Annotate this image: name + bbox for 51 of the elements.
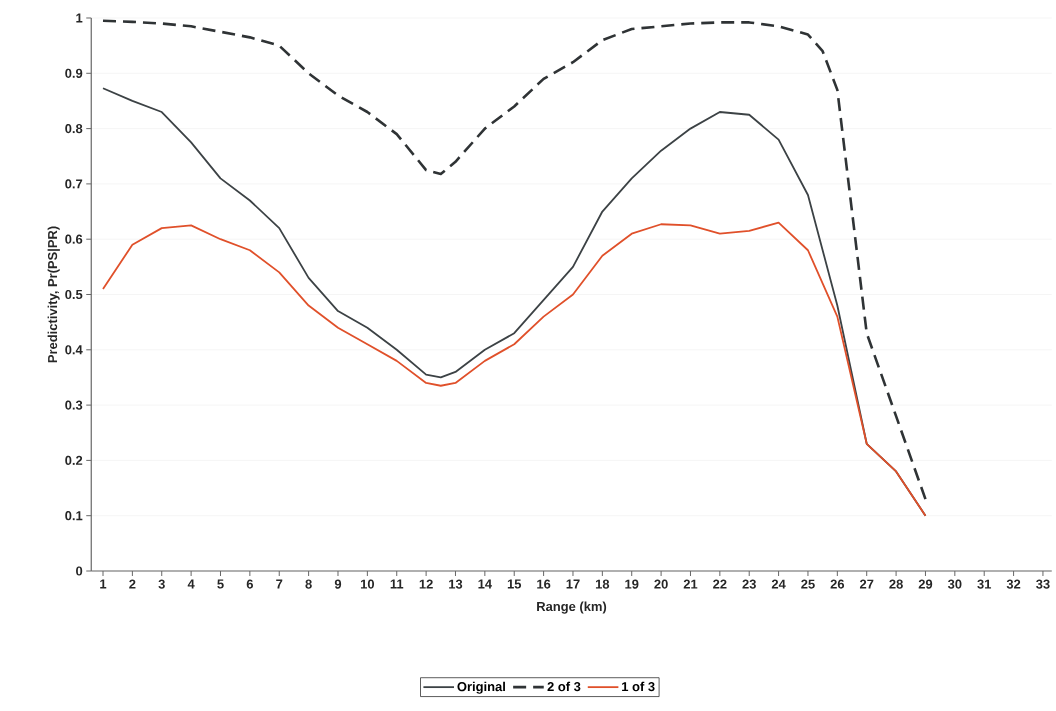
legend-label: Original (457, 681, 505, 694)
x-tick-label: 3 (158, 579, 165, 589)
line-series (101, 19, 927, 501)
x-tick-label: 16 (537, 579, 551, 589)
y-axis-title: Predictivity, Pr(PS|PR) (47, 226, 60, 363)
x-tick-label: 13 (449, 579, 463, 589)
y-tick-label: 0.6 (65, 234, 83, 244)
x-tick-label: 23 (742, 579, 756, 589)
x-tick-label: 7 (276, 579, 283, 589)
x-tick-label: 32 (1006, 579, 1021, 589)
x-tick-label: 19 (625, 579, 639, 589)
x-tick-label: 2 (129, 579, 136, 589)
x-tick-label: 18 (595, 579, 610, 589)
legend-label: 2 of 3 (547, 681, 581, 692)
x-tick-label: 33 (1036, 579, 1050, 589)
x-tick-label: 12 (419, 579, 433, 589)
y-tick-label: 0.9 (65, 68, 83, 78)
y-tick-label: 0.4 (65, 345, 83, 355)
legend-label: 1 of 3 (622, 681, 655, 692)
x-tick-label: 4 (187, 579, 195, 589)
y-tick-label: 0.5 (65, 289, 83, 300)
x-tick-label: 17 (566, 579, 580, 589)
x-tick-label: 6 (246, 579, 253, 589)
line-series (102, 221, 927, 517)
x-tick-label: 8 (305, 579, 312, 589)
x-tick-label: 9 (334, 579, 342, 589)
x-tick-label: 15 (507, 579, 522, 589)
x-tick-label: 24 (771, 579, 786, 589)
x-tick-label: 29 (918, 579, 933, 589)
y-tick-label: 0 (76, 566, 83, 576)
x-axis-title: Range (km) (537, 601, 607, 614)
x-tick-label: 5 (217, 579, 224, 589)
x-tick-label: 20 (654, 579, 668, 589)
x-tick-label: 30 (947, 579, 962, 589)
x-tick-label: 26 (830, 579, 845, 589)
x-tick-label: 21 (683, 579, 698, 589)
y-tick-label: 0.8 (65, 124, 83, 134)
x-tick-label: 11 (390, 579, 404, 589)
y-tick-label: 0.3 (65, 400, 83, 410)
x-tick-label: 1 (100, 579, 107, 589)
y-tick-label: 0.2 (65, 455, 83, 465)
x-tick-label: 10 (360, 579, 375, 589)
x-tick-label: 22 (713, 579, 727, 589)
x-tick-label: 27 (859, 579, 874, 589)
x-tick-label: 14 (478, 579, 492, 589)
y-tick-label: 1 (76, 13, 83, 23)
y-tick-label: 0.1 (65, 511, 83, 521)
x-tick-label: 25 (801, 579, 815, 589)
y-tick-label: 0.7 (65, 179, 83, 189)
x-tick-label: 31 (977, 579, 992, 589)
x-tick-label: 28 (889, 579, 903, 589)
